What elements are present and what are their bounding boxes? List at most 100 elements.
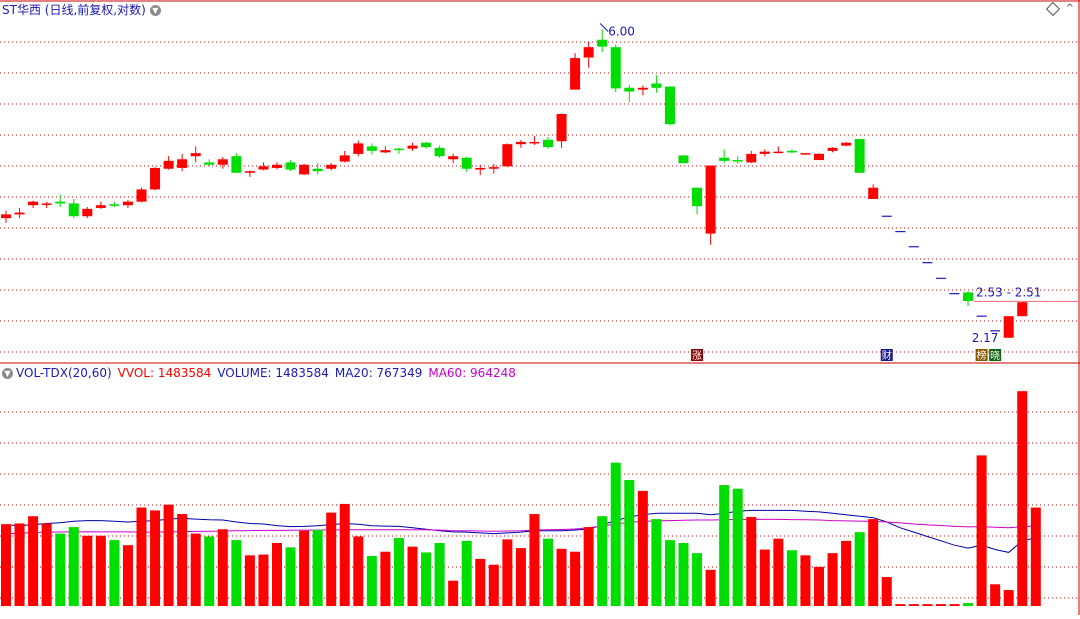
candle-body: [14, 212, 25, 215]
volume-bar: [217, 529, 228, 606]
candle-body: [150, 167, 161, 190]
event-marker-box: [989, 349, 1002, 361]
volume-bar: [312, 529, 323, 606]
volume-bar: [759, 549, 770, 606]
volume-bar: [990, 584, 1001, 606]
candle-body: [705, 165, 716, 234]
candle-body: [177, 159, 188, 168]
candle-body: [68, 203, 79, 217]
candle-body: [163, 160, 174, 169]
volume-bar: [773, 538, 784, 606]
volume-bar: [543, 538, 553, 606]
candle-body: [339, 155, 350, 162]
volume-bar: [746, 516, 757, 606]
volume-bar: [732, 488, 743, 606]
candle-body: [692, 187, 703, 207]
volume-bar: [1017, 391, 1028, 606]
volume-bar: [800, 555, 811, 606]
volume-bar: [881, 577, 892, 606]
volume-bar: [326, 512, 337, 606]
candle-body: [244, 171, 255, 173]
candle-body: [41, 203, 52, 205]
volume-bar: [393, 537, 404, 606]
volume-bar: [244, 555, 255, 606]
candle-body: [217, 159, 228, 165]
ma20-value: MA20: 767349: [334, 366, 423, 380]
candle-body: [827, 147, 838, 151]
volume-bar: [421, 552, 432, 606]
volume-bar: [366, 556, 377, 606]
candle-body: [637, 87, 648, 90]
event-marker-label: 财: [882, 349, 892, 362]
volume-bar: [475, 558, 486, 606]
candle-body: [190, 153, 201, 157]
candle-body: [868, 187, 879, 199]
candle-body: [570, 58, 581, 90]
candle-body: [258, 166, 269, 170]
volume-bar: [895, 604, 906, 606]
candle-body: [231, 156, 242, 173]
chart-title-bar: ST华西 (日线,前复权,对数) ▼: [2, 2, 161, 18]
volume-bar: [434, 543, 445, 606]
volume-bar: [95, 535, 106, 606]
candle-body: [136, 189, 147, 202]
volume-bar: [448, 580, 459, 606]
volume-bar: [868, 519, 879, 606]
volume-bar: [299, 530, 310, 606]
volume-bar: [14, 523, 25, 606]
volume-bar: [122, 545, 133, 606]
chevron-up-icon[interactable]: ^: [1065, 3, 1074, 14]
candle-body: [664, 86, 675, 125]
volume-bar: [963, 603, 974, 606]
candle-body: [963, 292, 974, 301]
candle-body: [353, 143, 364, 154]
candle-body: [678, 155, 689, 164]
candle-body: [800, 153, 811, 155]
candle-body: [529, 141, 540, 144]
chevron-down-icon[interactable]: ▼: [2, 368, 13, 379]
candle-body: [597, 39, 608, 47]
volume-bar: [841, 540, 852, 606]
volume-bar: [597, 516, 608, 606]
candle-body: [759, 151, 770, 154]
volume-bar: [272, 543, 282, 606]
volume-bar: [719, 485, 730, 606]
vvol-value: VVOL: 1483584: [117, 366, 212, 380]
volume-bar: [556, 548, 567, 606]
candlesticks: [1, 29, 1028, 338]
candle-body: [719, 157, 730, 161]
candle-body: [272, 164, 282, 168]
candle-body: [1003, 316, 1014, 338]
candle-body: [814, 153, 824, 161]
volume-bar: [177, 514, 188, 606]
candle-body: [82, 208, 93, 217]
candle-body: [475, 167, 486, 170]
volume-bar: [922, 604, 933, 606]
candle-body: [488, 167, 499, 169]
candle-body: [841, 142, 852, 146]
event-markers: 涨 财 榜晓: [691, 349, 1002, 362]
candle-body: [109, 204, 120, 206]
candle-body: [393, 148, 404, 151]
volume-bar: [935, 604, 946, 606]
candle-body: [28, 201, 39, 206]
volume-bar: [190, 533, 201, 606]
volume-bar: [502, 539, 513, 606]
candle-body: [380, 150, 391, 153]
volume-bar: [1, 524, 11, 606]
event-marker-label: 榜: [977, 349, 987, 362]
volume-bar: [258, 554, 269, 606]
candle-body: [1017, 302, 1028, 317]
low-price-label: 2.17: [972, 331, 999, 345]
high-pointer-line: [599, 23, 609, 32]
volume-bar: [664, 540, 675, 606]
chevron-down-icon[interactable]: ▼: [149, 5, 161, 16]
candle-body: [448, 156, 459, 160]
volume-bar: [786, 550, 797, 606]
candle-body: [732, 160, 743, 162]
volume-bar: [82, 535, 93, 606]
candle-body: [556, 114, 567, 142]
price-annotations: 6.00 2.53 - 2.51 2.17: [599, 23, 1078, 345]
candle-body: [122, 201, 133, 206]
